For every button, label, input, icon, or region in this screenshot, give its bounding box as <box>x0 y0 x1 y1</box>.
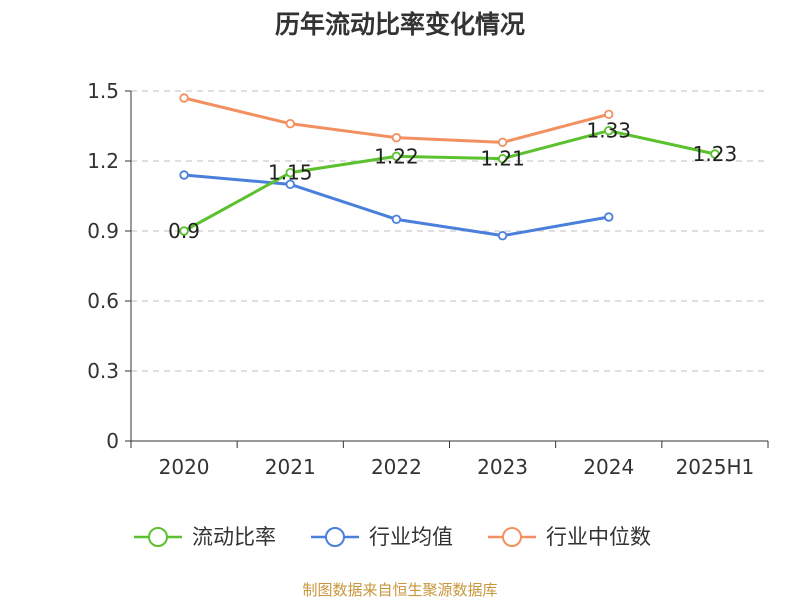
legend: 流动比率 行业均值 行业中位数 <box>134 525 651 549</box>
x-tick-label: 2020 <box>159 455 210 479</box>
data-label: 1.15 <box>268 161 313 185</box>
x-tick-label: 2025H1 <box>676 455 755 479</box>
data-point <box>391 151 402 162</box>
legend-marker <box>325 527 345 547</box>
data-label: 1.33 <box>586 119 631 143</box>
grid-lines <box>131 90 768 372</box>
legend-label: 流动比率 <box>192 525 276 549</box>
data-label: 1.22 <box>374 144 419 168</box>
data-labels: 0.9 1.15 1.22 1.21 1.33 1.23 <box>168 119 737 243</box>
y-tick-label: 1.5 <box>87 79 119 103</box>
series-group <box>179 93 720 241</box>
data-label: 0.9 <box>168 219 200 243</box>
x-tick-label: 2023 <box>477 455 528 479</box>
x-tick-label: 2022 <box>371 455 422 479</box>
legend-marker <box>148 527 168 547</box>
y-tick-label: 0.3 <box>87 359 119 383</box>
series-line <box>183 129 716 233</box>
source-note: 制图数据来自恒生聚源数据库 <box>302 581 497 599</box>
data-point <box>179 93 189 103</box>
legend-marker <box>502 527 522 547</box>
y-tick-label: 1.2 <box>87 149 119 173</box>
data-point <box>604 125 614 136</box>
data-point <box>497 230 508 241</box>
data-point <box>604 212 614 222</box>
data-label: 1.21 <box>480 147 525 171</box>
data-point <box>604 109 614 120</box>
legend-label: 行业中位数 <box>546 525 651 549</box>
data-point <box>285 179 295 190</box>
axes: 0 0.3 0.6 0.9 1.2 1.5 2020 2021 2022 2023 2024 2025… <box>87 79 769 479</box>
data-point <box>497 137 508 148</box>
x-tick-label: 2021 <box>265 455 316 479</box>
data-point <box>391 214 402 225</box>
data-point <box>179 170 189 180</box>
data-point <box>497 153 508 164</box>
data-point <box>710 149 720 159</box>
data-label: 1.23 <box>693 142 738 166</box>
y-tick-label: 0.6 <box>87 289 119 313</box>
data-point <box>285 167 295 178</box>
x-tick-label: 2024 <box>583 455 634 479</box>
chart-title: 历年流动比率变化情况 <box>275 10 525 39</box>
data-point <box>179 226 189 236</box>
data-point <box>391 132 402 143</box>
legend-label: 行业均值 <box>369 525 453 549</box>
y-tick-label: 0.9 <box>87 219 119 243</box>
y-tick-label: 0 <box>106 429 119 453</box>
data-point <box>285 118 295 129</box>
series-line <box>183 173 610 238</box>
